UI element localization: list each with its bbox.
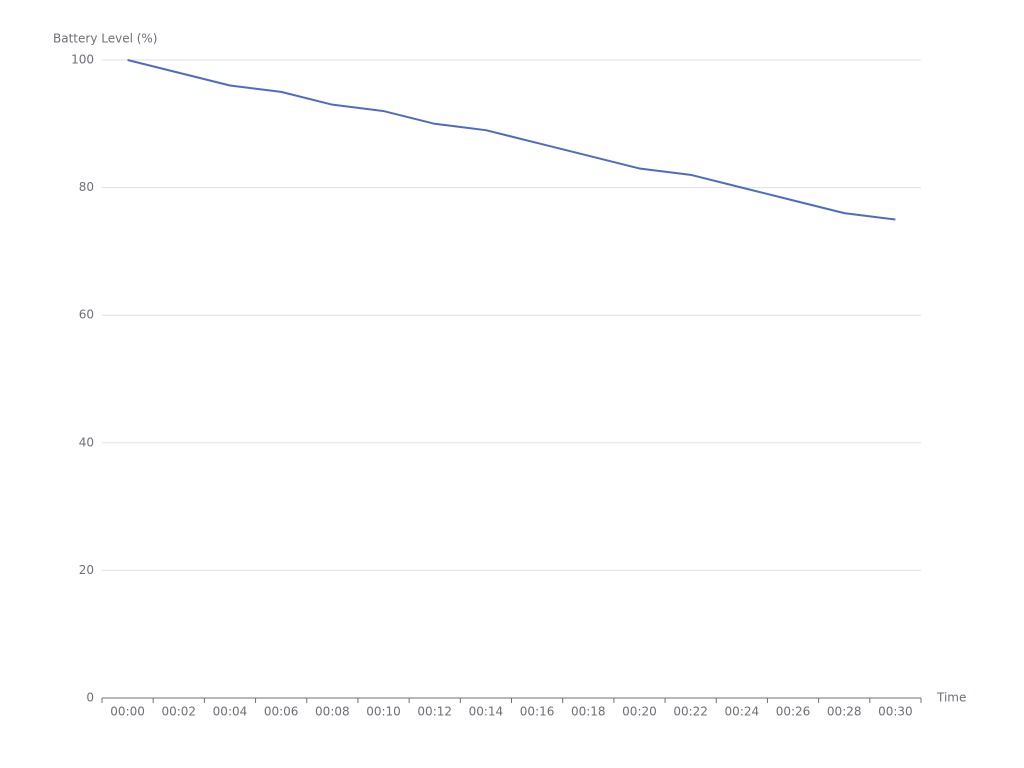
y-tick-label: 20 bbox=[79, 563, 94, 577]
x-tick-label: 00:18 bbox=[571, 705, 606, 719]
y-tick-label: 80 bbox=[79, 180, 94, 194]
x-tick-label: 00:26 bbox=[776, 705, 811, 719]
x-tick-label: 00:12 bbox=[417, 705, 452, 719]
x-tick-label: 00:10 bbox=[366, 705, 401, 719]
x-tick-label: 00:16 bbox=[520, 705, 555, 719]
y-tick-label: 40 bbox=[79, 435, 94, 449]
x-tick-label: 00:30 bbox=[878, 705, 913, 719]
x-tick-label: 00:20 bbox=[622, 705, 657, 719]
x-axis-label: Time bbox=[936, 691, 966, 705]
x-tick-label: 00:00 bbox=[110, 705, 145, 719]
x-tick-label: 00:22 bbox=[673, 705, 708, 719]
x-tick-label: 00:04 bbox=[213, 705, 248, 719]
y-tick-label: 100 bbox=[71, 53, 94, 67]
x-tick-label: 00:28 bbox=[827, 705, 862, 719]
x-tick-label: 00:06 bbox=[264, 705, 299, 719]
x-tick-label: 00:08 bbox=[315, 705, 350, 719]
x-tick-label: 00:24 bbox=[725, 705, 760, 719]
x-tick-label: 00:14 bbox=[469, 705, 504, 719]
y-axis-label: Battery Level (%) bbox=[53, 32, 157, 46]
y-tick-label: 60 bbox=[79, 308, 94, 322]
data-line bbox=[127, 59, 896, 221]
x-tick-label: 00:02 bbox=[161, 705, 196, 719]
y-tick-label: 0 bbox=[86, 691, 94, 705]
